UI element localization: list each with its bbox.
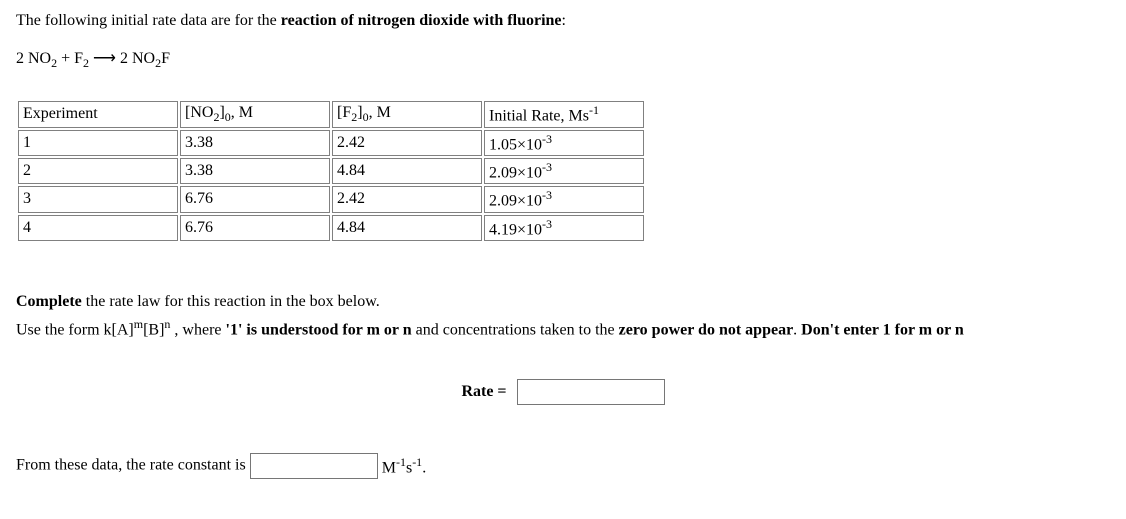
rate-law-input[interactable]	[517, 379, 665, 405]
header-no2: [NO2]0, M	[180, 101, 330, 127]
table-row: 36.762.422.09×10-3	[18, 186, 644, 212]
prompt1-bold: Complete	[16, 293, 82, 310]
prompt-line-2: Use the form k[A]m[B]n , where '1' is un…	[16, 317, 1110, 339]
eq-arrow: ⟶	[89, 50, 120, 67]
cell-f2: 2.42	[332, 130, 482, 156]
cell-experiment: 1	[18, 130, 178, 156]
cell-f2: 4.84	[332, 158, 482, 184]
header-experiment: Experiment	[18, 101, 178, 127]
rate-constant-unit: M-1s-1.	[382, 455, 426, 477]
eq-lhs1: 2 NO	[16, 50, 51, 67]
reaction-equation: 2 NO2 + F2 ⟶ 2 NO2F	[16, 48, 1110, 71]
cell-f2: 2.42	[332, 186, 482, 212]
rate-label: Rate =	[461, 383, 506, 401]
cell-no2: 3.38	[180, 158, 330, 184]
rate-constant-row: From these data, the rate constant is M-…	[16, 453, 1110, 479]
cell-experiment: 2	[18, 158, 178, 184]
cell-rate: 2.09×10-3	[484, 186, 644, 212]
rate-input-row: Rate =	[16, 379, 1110, 405]
table-row: 46.764.844.19×10-3	[18, 215, 644, 241]
cell-no2: 3.38	[180, 130, 330, 156]
intro-line: The following initial rate data are for …	[16, 12, 1110, 30]
cell-rate: 2.09×10-3	[484, 158, 644, 184]
eq-rhs-tail: F	[161, 50, 170, 67]
eq-rhs: 2 NO	[120, 50, 155, 67]
intro-bold: reaction of nitrogen dioxide with fluori…	[281, 12, 562, 29]
table-header-row: Experiment [NO2]0, M [F2]0, M Initial Ra…	[18, 101, 644, 127]
table-row: 23.384.842.09×10-3	[18, 158, 644, 184]
prompt1-rest: the rate law for this reaction in the bo…	[82, 293, 380, 310]
cell-no2: 6.76	[180, 186, 330, 212]
header-experiment-text: Experiment	[23, 105, 98, 122]
cell-no2: 6.76	[180, 215, 330, 241]
cell-f2: 4.84	[332, 215, 482, 241]
rate-data-table: Experiment [NO2]0, M [F2]0, M Initial Ra…	[16, 99, 646, 243]
rate-constant-text: From these data, the rate constant is	[16, 457, 250, 474]
intro-prefix: The following initial rate data are for …	[16, 12, 281, 29]
rate-constant-input[interactable]	[250, 453, 378, 479]
cell-experiment: 4	[18, 215, 178, 241]
cell-rate: 4.19×10-3	[484, 215, 644, 241]
header-f2: [F2]0, M	[332, 101, 482, 127]
table-row: 13.382.421.05×10-3	[18, 130, 644, 156]
intro-suffix: :	[562, 12, 566, 29]
eq-plus: + F	[57, 50, 83, 67]
cell-rate: 1.05×10-3	[484, 130, 644, 156]
header-rate: Initial Rate, Ms-1	[484, 101, 644, 127]
prompt-line-1: Complete the rate law for this reaction …	[16, 293, 1110, 311]
cell-experiment: 3	[18, 186, 178, 212]
